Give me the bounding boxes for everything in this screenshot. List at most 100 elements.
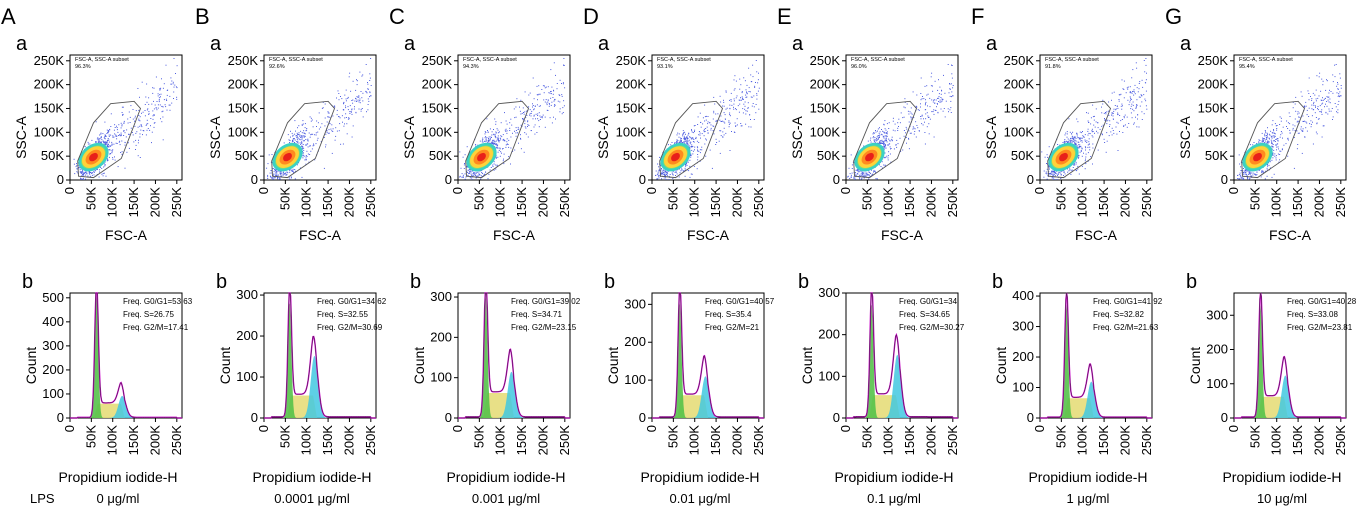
scatter-event-dot [165,64,167,66]
scatter-event-dot [485,171,487,173]
scatter-y-tick-label: 150K [34,100,65,115]
scatter-event-dot [1135,105,1137,107]
scatter-event-dot [120,152,122,153]
scatter-event-dot [314,159,316,161]
scatter-event-dot [134,125,136,127]
scatter-event-dot [302,123,304,125]
scatter-event-dot [680,139,682,141]
scatter-event-dot [741,92,743,94]
scatter-event-dot [462,156,464,158]
scatter-event-dot [299,142,301,144]
scatter-event-dot [137,142,139,144]
scatter-event-dot [486,137,488,139]
scatter-event-dot [161,106,163,107]
scatter-event-dot [146,119,148,121]
gate-title: FSC-A, SSC-A subset [75,57,129,63]
scatter-event-dot [522,119,524,121]
scatter-event-dot [679,142,681,144]
scatter-event-dot [937,112,939,114]
scatter-event-dot [297,134,299,136]
scatter-event-dot [535,113,537,115]
scatter-event-dot [500,138,502,140]
scatter-event-dot [908,121,910,123]
scatter-event-dot [285,174,287,176]
scatter-event-dot [685,140,687,142]
scatter-event-dot [1092,163,1093,165]
scatter-event-dot [1093,124,1095,126]
scatter-x-tick-label: 250K [169,187,184,218]
scatter-event-dot [139,133,141,135]
scatter-event-dot [685,133,686,135]
panel-letter: A [1,4,16,29]
scatter-event-dot [274,177,276,179]
scatter-event-dot [656,178,658,180]
scatter-event-dot [756,93,758,95]
scatter-event-dot [281,172,283,174]
scatter-event-dot [916,94,918,96]
scatter-event-dot [886,141,888,143]
scatter-event-dot [309,145,311,147]
scatter-event-dot [365,91,367,93]
scatter-event-dot [753,106,755,108]
scatter-event-dot [881,161,883,163]
scatter-y-tick-label: 50K [817,148,840,163]
scatter-event-dot [158,101,160,103]
scatter-event-dot [556,83,558,84]
scatter-event-dot [938,79,939,81]
scatter-event-dot [655,170,657,172]
scatter-event-dot [328,112,330,114]
scatter-event-dot [116,127,118,129]
scatter-event-dot [368,100,370,102]
scatter-event-dot [1112,130,1114,131]
scatter-event-dot [914,128,916,130]
scatter-event-dot [272,178,274,180]
scatter-event-dot [1074,164,1076,166]
scatter-event-dot [122,106,124,108]
scatter-event-dot [307,139,309,141]
scatter-event-dot [886,135,888,137]
scatter-event-dot [860,175,862,177]
scatter-y-tick-label: 200K [1004,77,1035,92]
scatter-event-dot [554,99,556,101]
scatter-event-dot [562,112,564,113]
scatter-event-dot [139,136,141,138]
scatter-event-dot [490,141,492,143]
scatter-event-dot [289,178,291,180]
scatter-event-dot [174,84,176,86]
scatter-event-dot [883,137,885,139]
scatter-event-dot [361,75,363,77]
scatter-event-dot [325,146,326,148]
scatter-event-dot [664,171,666,173]
scatter-event-dot [1054,173,1056,174]
scatter-event-dot [1104,119,1106,121]
scatter-event-dot [729,112,731,114]
scatter-event-dot [868,178,870,180]
scatter-event-dot [91,139,93,141]
scatter-event-dot [1126,116,1128,118]
scatter-event-dot [875,178,877,180]
scatter-event-dot [940,93,942,95]
scatter-x-tick-label: 50K [83,187,98,210]
scatter-event-dot [671,142,673,143]
scatter-event-dot [464,178,466,180]
scatter-event-dot [176,65,178,67]
scatter-event-dot [533,115,535,117]
scatter-event-dot [519,110,521,112]
scatter-event-dot [888,128,890,129]
scatter-event-dot [876,136,878,138]
scatter-event-dot [524,123,526,125]
scatter-event-dot [744,105,746,107]
scatter-event-dot [85,178,86,180]
scatter-event-dot [362,92,364,94]
scatter-event-dot [874,137,876,139]
scatter-event-dot [887,131,888,133]
scatter-event-dot [678,142,680,144]
scatter-event-dot [118,141,120,143]
scatter-event-dot [158,97,160,99]
scatter-event-dot [167,89,169,91]
scatter-event-dot [496,132,498,134]
scatter-event-dot [120,132,122,134]
scatter-event-dot [689,146,691,148]
scatter-event-dot [720,135,722,137]
scatter-event-dot [489,139,491,141]
